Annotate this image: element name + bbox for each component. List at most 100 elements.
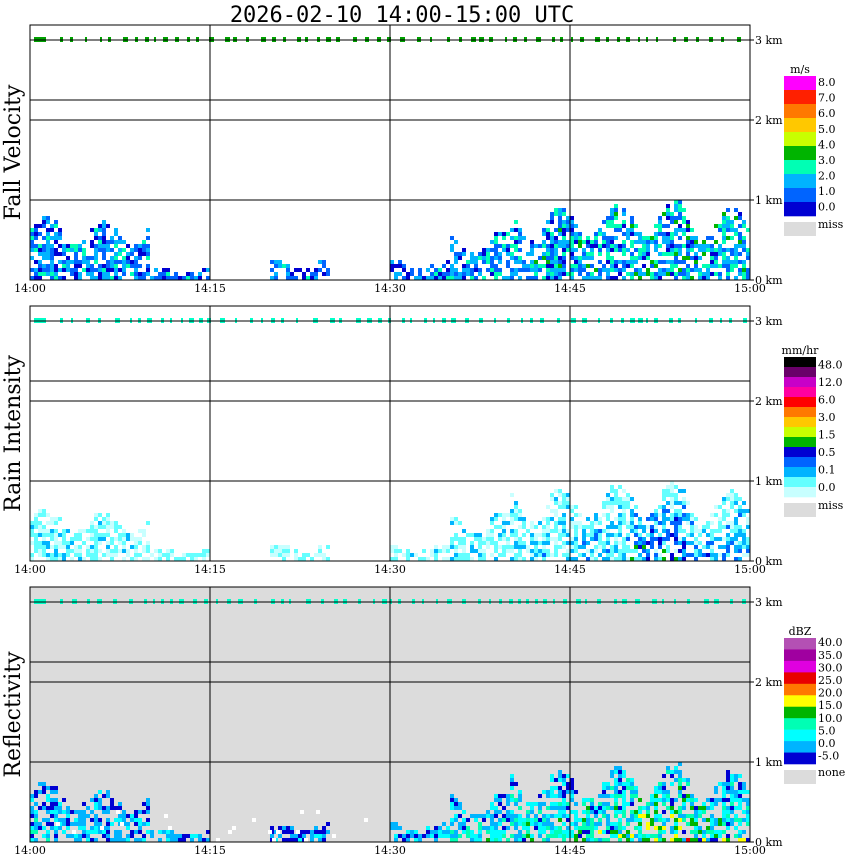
echo-cell [558, 826, 562, 830]
echo-cell [690, 525, 694, 529]
echo-cell [126, 822, 130, 826]
echo-cell [698, 806, 702, 810]
echo-cell [498, 810, 502, 814]
echo-cell [642, 537, 646, 541]
echo-cell [46, 541, 50, 545]
echo-cell [562, 513, 566, 517]
echo-cell [582, 252, 586, 256]
echo-cell [490, 521, 494, 525]
echo-cell [682, 232, 686, 236]
echo-cell [538, 822, 542, 826]
echo-cell [694, 806, 698, 810]
echo-cell [482, 276, 486, 280]
echo-cell [638, 541, 642, 545]
echo-cell [38, 545, 42, 549]
echo-cell [662, 798, 666, 802]
height-tick-labels: 0 km1 km2 km3 km [750, 34, 783, 287]
echo-cell [690, 533, 694, 537]
x-tick-label: 14:45 [554, 844, 586, 857]
echo-cell [410, 268, 414, 272]
echo-cell [598, 822, 602, 826]
echo-cell [46, 228, 50, 232]
echo-cell [590, 798, 594, 802]
echo-cell [546, 232, 550, 236]
echo-cell [626, 838, 630, 842]
echo-cell [570, 216, 574, 220]
echo-cell [670, 782, 674, 786]
echo-cell [626, 228, 630, 232]
echo-cell [426, 830, 430, 834]
echo-cell [42, 216, 46, 220]
echo-cell [678, 818, 682, 822]
echo-cell [590, 838, 594, 842]
echo-cell [454, 802, 458, 806]
echo-cell [634, 549, 638, 553]
echo-cell [106, 553, 110, 557]
echo-cell [498, 553, 502, 557]
echo-cell [38, 549, 42, 553]
echo-cell [622, 232, 626, 236]
echo-cell [678, 814, 682, 818]
echo-cell [658, 228, 662, 232]
echo-cell [434, 272, 438, 276]
echo-cell [630, 232, 634, 236]
echo-cell [518, 509, 522, 513]
echo-cell [602, 244, 606, 248]
echo-cell [726, 782, 730, 786]
echo-cell [414, 838, 418, 842]
height-tick-label: 2 km [755, 676, 783, 689]
echo-cell [710, 521, 714, 525]
echo-cell [434, 838, 438, 842]
echo-cell [578, 521, 582, 525]
echo-cell [634, 834, 638, 838]
echo-cell [410, 553, 414, 557]
echo-cell [482, 541, 486, 545]
echo-cell [66, 248, 70, 252]
echo-cell [506, 248, 510, 252]
echo-cell [174, 557, 178, 561]
echo-cell [42, 818, 46, 822]
echo-cell [34, 533, 38, 537]
echo-cell [726, 822, 730, 826]
echo-cell [454, 252, 458, 256]
echo-cell [494, 822, 498, 826]
echo-cell [186, 276, 190, 280]
echo-cell [502, 521, 506, 525]
echo-cell [534, 268, 538, 272]
echo-cell [726, 798, 730, 802]
echo-cell [654, 276, 658, 280]
echo-cell [742, 533, 746, 537]
echo-cell [710, 244, 714, 248]
echo-cell [686, 264, 690, 268]
echo-cell [586, 826, 590, 830]
echo-cell [674, 778, 678, 782]
echo-cell [538, 794, 542, 798]
echo-cell [538, 810, 542, 814]
echo-cell [514, 513, 518, 517]
echo-cell [34, 810, 38, 814]
echo-cell [726, 818, 730, 822]
x-tick-labels: 14:00 14:15 14:30 14:45 15:00 [14, 563, 766, 576]
echo-cell [686, 220, 690, 224]
echo-cell [702, 272, 706, 276]
echo-cell [546, 252, 550, 256]
echo-cell [662, 493, 666, 497]
echo-cell [490, 806, 494, 810]
echo-cell [718, 521, 722, 525]
echo-cell [582, 529, 586, 533]
echo-cell [650, 272, 654, 276]
echo-cell [654, 521, 658, 525]
echo-cell [626, 778, 630, 782]
echo-cell [614, 786, 618, 790]
echo-cell [550, 264, 554, 268]
echo-cell [610, 220, 614, 224]
echo-cell [590, 521, 594, 525]
echo-cell [734, 818, 738, 822]
echo-cell [114, 260, 118, 264]
echo-cell [558, 505, 562, 509]
echo-cell [54, 517, 58, 521]
echo-cell [146, 818, 150, 822]
echo-cell [738, 782, 742, 786]
echo-cell [142, 545, 146, 549]
echo-cell [494, 525, 498, 529]
